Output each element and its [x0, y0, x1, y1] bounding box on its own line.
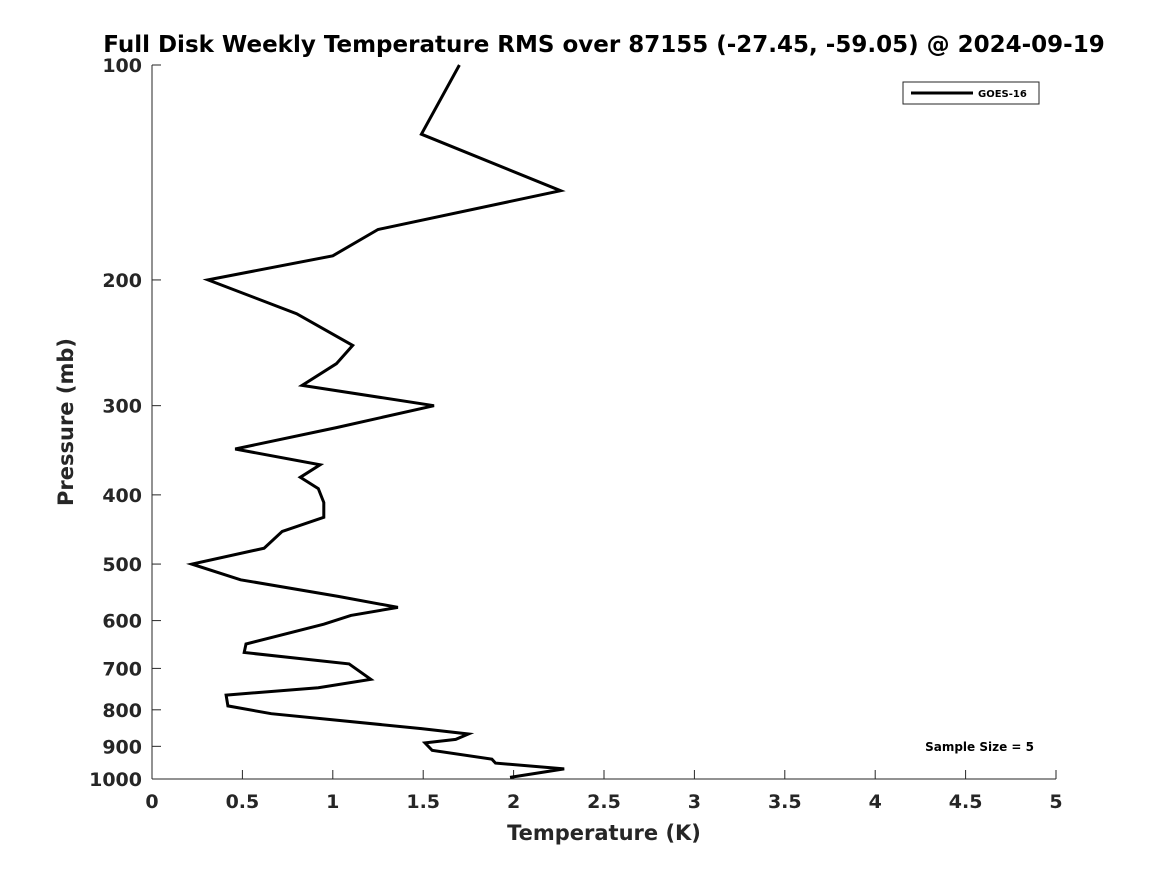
x-tick-label: 0 [145, 791, 158, 813]
x-tick-label: 2.5 [587, 791, 621, 813]
y-tick-label: 500 [102, 554, 142, 576]
x-tick-label: 1.5 [406, 791, 440, 813]
x-tick-label: 0.5 [226, 791, 260, 813]
x-tick-label: 3.5 [768, 791, 802, 813]
y-tick-label: 100 [102, 55, 142, 77]
x-tick-label: 1 [326, 791, 339, 813]
legend: GOES-16 [902, 81, 1040, 105]
y-axis-label: Pressure (mb) [54, 338, 78, 506]
y-tick-label: 300 [102, 396, 142, 418]
legend-label: GOES-16 [978, 89, 1027, 100]
series-layer [186, 64, 566, 779]
y-tick-label: 700 [102, 658, 142, 680]
chart-title: Full Disk Weekly Temperature RMS over 87… [103, 32, 1105, 58]
x-ticks: 0 0.5 1 1.5 2 2.5 3 3.5 4 4.5 5 [145, 770, 1063, 813]
sample-size-annotation: Sample Size = 5 [925, 740, 1034, 754]
x-axis-label: Temperature (K) [507, 821, 701, 845]
x-tick-label: 5 [1049, 791, 1062, 813]
y-tick-label: 800 [102, 700, 142, 722]
y-tick-label: 200 [102, 270, 142, 292]
y-tick-label: 400 [102, 485, 142, 507]
y-tick-label: 900 [102, 736, 142, 758]
x-tick-label: 4 [869, 791, 882, 813]
x-tick-label: 3 [688, 791, 701, 813]
x-tick-label: 2 [507, 791, 520, 813]
series-line-0 [186, 64, 566, 779]
axes [151, 65, 1056, 780]
y-ticks: 100 200 300 400 500 600 700 800 900 1000 [89, 55, 161, 791]
x-tick-label: 4.5 [949, 791, 983, 813]
y-tick-label: 1000 [89, 769, 142, 791]
y-tick-label: 600 [102, 611, 142, 633]
